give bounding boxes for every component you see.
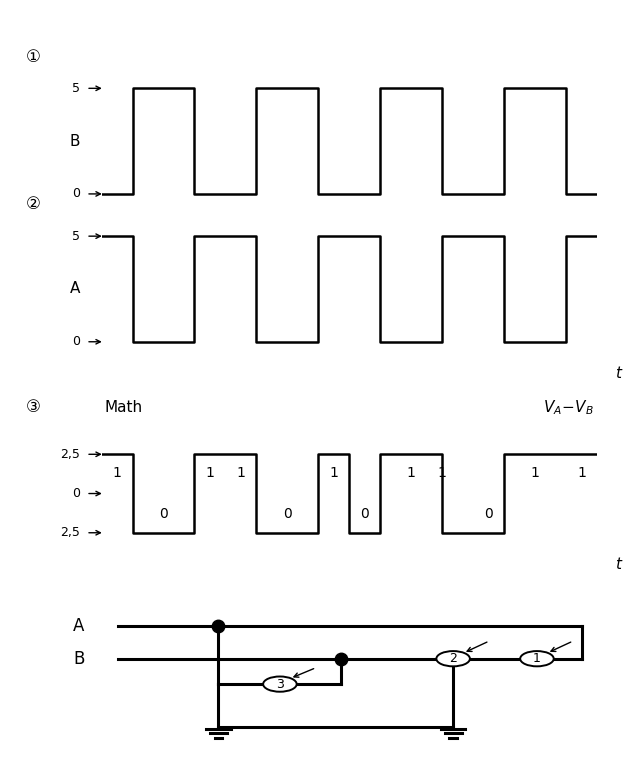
Text: 0: 0 (72, 336, 80, 348)
Text: 1: 1 (533, 652, 541, 665)
Text: t: t (615, 366, 622, 381)
Text: 0: 0 (484, 507, 493, 521)
Text: 1: 1 (577, 466, 586, 480)
Text: $V_A\!-\!V_B$: $V_A\!-\!V_B$ (543, 398, 594, 416)
Text: 0: 0 (360, 507, 369, 521)
Text: 0: 0 (72, 487, 80, 500)
Text: A: A (73, 617, 84, 634)
Text: 2: 2 (449, 652, 457, 665)
Text: Math: Math (105, 399, 143, 415)
Text: 3: 3 (276, 677, 284, 690)
Text: 0: 0 (72, 187, 80, 200)
Text: ②: ② (26, 196, 41, 214)
Text: 0: 0 (283, 507, 291, 521)
Text: ①: ① (26, 48, 41, 65)
Text: 1: 1 (206, 466, 215, 480)
Text: 1: 1 (112, 466, 121, 480)
Text: 1: 1 (531, 466, 539, 480)
Circle shape (520, 651, 554, 667)
Text: 5: 5 (72, 82, 80, 94)
Text: B: B (69, 134, 80, 149)
Circle shape (263, 677, 297, 692)
Text: 1: 1 (236, 466, 245, 480)
Text: 1: 1 (407, 466, 415, 480)
Text: 1: 1 (330, 466, 338, 480)
Text: 2,5: 2,5 (60, 526, 80, 539)
Text: 1: 1 (438, 466, 446, 480)
Text: 5: 5 (72, 230, 80, 243)
Text: 0: 0 (159, 507, 168, 521)
Text: B: B (73, 650, 84, 667)
Text: 2,5: 2,5 (60, 448, 80, 461)
Text: ③: ③ (26, 398, 41, 416)
Text: A: A (70, 281, 80, 296)
Text: t: t (615, 557, 622, 571)
Circle shape (436, 651, 470, 667)
